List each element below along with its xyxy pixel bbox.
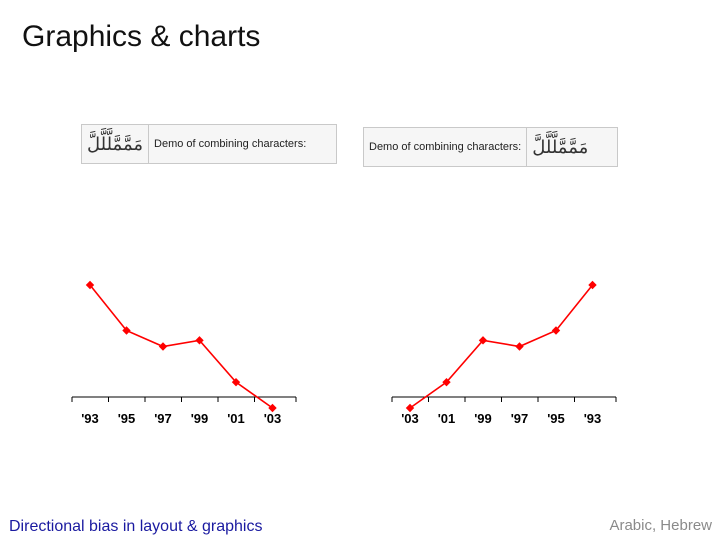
x-tick-label: '03 (264, 411, 282, 426)
data-point-marker (515, 342, 524, 351)
x-tick-label: '01 (227, 411, 245, 426)
x-tick-label: '97 (511, 411, 529, 426)
x-tick-label: '99 (474, 411, 492, 426)
line-chart-ltr: '93 '95 '97 '99 '01 '03 (71, 280, 297, 426)
x-tick-label: '93 (584, 411, 602, 426)
data-point-marker (405, 403, 415, 413)
series-line (409, 284, 594, 409)
x-tick-label: '97 (154, 411, 172, 426)
x-tick-label: '95 (118, 411, 136, 426)
arabic-combining-text: مَمَّمَّلَّلَّلَّ (82, 125, 150, 163)
data-point-marker (85, 280, 95, 290)
x-tick-label: '93 (81, 411, 99, 426)
data-point-marker (268, 403, 277, 413)
arabic-combining-text: مَمَّمَّلَّلَّلَّ (526, 128, 593, 166)
demo-box-rtl: Demo of combining characters: مَمَّمَّلَ… (363, 127, 618, 167)
x-tick-label: '01 (438, 411, 456, 426)
data-point-marker (195, 336, 204, 345)
data-point-marker (231, 377, 241, 387)
slide-title: Graphics & charts (22, 20, 261, 53)
x-tick-label: '95 (547, 411, 565, 426)
footer-caption: Directional bias in layout & graphics (9, 518, 263, 535)
data-point-marker (588, 280, 597, 290)
footer-languages: Arabic, Hebrew (609, 517, 712, 534)
data-point-marker (478, 336, 488, 345)
line-chart-rtl: '03 '01 '99 '97 '95 '93 (391, 280, 617, 426)
data-point-marker (158, 342, 168, 351)
data-point-marker (442, 377, 451, 387)
data-point-marker (551, 326, 561, 335)
x-tick-label: '03 (401, 411, 419, 426)
data-point-marker (122, 326, 131, 335)
series-line (89, 284, 273, 409)
demo-label: Demo of combining characters: (154, 138, 307, 150)
demo-box-ltr: مَمَّمَّلَّلَّلَّ Demo of combining char… (81, 124, 337, 164)
demo-label: Demo of combining characters: (369, 141, 522, 153)
x-tick-label: '99 (191, 411, 209, 426)
